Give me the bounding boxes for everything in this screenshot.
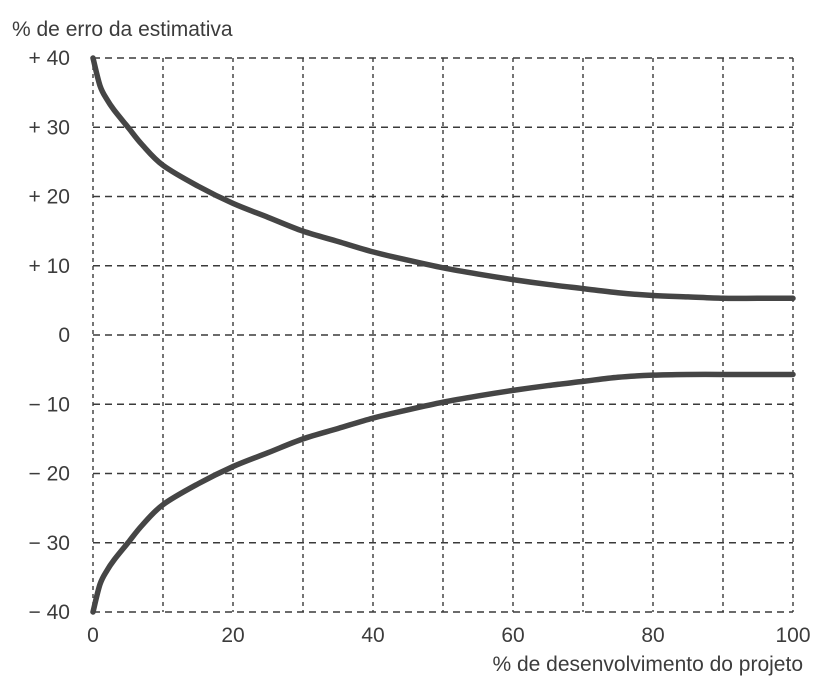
x-tick-label: 80 (641, 624, 664, 647)
y-tick-label: − 40 (29, 601, 70, 624)
x-tick-label: 20 (221, 624, 244, 647)
x-tick-label: 100 (775, 624, 810, 647)
y-tick-label: + 10 (29, 255, 70, 278)
y-tick-labels: + 40 + 30 + 20 + 10 0 − 10 − 20 − 30 − 40 (29, 47, 70, 624)
series-group (90, 55, 796, 615)
x-tick-labels: 0 20 40 60 80 100 (87, 624, 810, 647)
y-tick-label: 0 (58, 324, 70, 347)
y-tick-label: − 20 (29, 463, 70, 486)
y-tick-label: − 30 (29, 532, 70, 555)
grid (92, 57, 794, 613)
x-tick-label: 40 (361, 624, 384, 647)
y-axis-title: % de erro da estimativa (12, 18, 233, 41)
y-tick-label: + 40 (29, 47, 70, 70)
x-tick-label: 0 (87, 624, 99, 647)
x-tick-label: 60 (501, 624, 524, 647)
y-tick-label: + 30 (29, 116, 70, 139)
y-tick-label: + 20 (29, 186, 70, 209)
lower-error-curve (90, 371, 796, 615)
x-axis-title: % de desenvolvimento do projeto (492, 653, 803, 676)
y-tick-label: − 10 (29, 393, 70, 416)
upper-error-curve (90, 55, 796, 302)
